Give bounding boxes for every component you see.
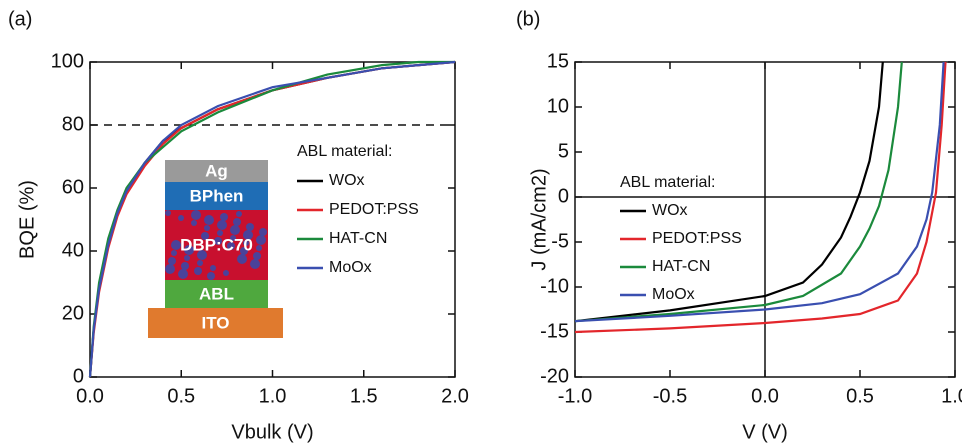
x-tick-label: 0.5: [846, 385, 874, 407]
inset-layer: [165, 182, 268, 210]
legend-label: HAT-CN: [329, 230, 387, 247]
legend-label: HAT-CN: [652, 258, 710, 275]
legend-label: PEDOT:PSS: [329, 201, 419, 218]
legend-label: WOx: [652, 202, 688, 219]
inset-label: BPhen: [190, 186, 244, 205]
inset-texture: [197, 250, 207, 260]
y-tick-label: 15: [547, 50, 569, 72]
y-tick-label: -15: [540, 320, 569, 342]
inset-texture: [214, 237, 222, 245]
inset-texture: [210, 265, 216, 271]
inset-layer: [165, 280, 268, 308]
x-tick-label: 1.0: [259, 385, 287, 407]
inset-texture: [194, 267, 202, 275]
panel-label: (b): [516, 8, 540, 30]
inset-texture: [171, 240, 181, 250]
y-tick-label: -20: [540, 365, 569, 387]
legend-label: MoOx: [652, 286, 695, 303]
x-tick-label: 0.0: [751, 385, 779, 407]
inset-label: ABL: [199, 284, 234, 303]
y-tick-label: -5: [551, 230, 569, 252]
inset-layer: [148, 308, 283, 338]
inset-texture: [243, 240, 249, 246]
inset-texture: [243, 230, 253, 240]
y-tick-label: 5: [558, 140, 569, 162]
y-tick-label: 10: [547, 95, 569, 117]
inset-texture: [236, 211, 242, 217]
legend-title: ABL material:: [620, 174, 715, 191]
inset-texture: [220, 213, 228, 221]
x-tick-label: 1.0: [941, 385, 962, 407]
inset-texture: [217, 230, 223, 236]
y-tick-label: 80: [62, 113, 84, 135]
inset-texture: [207, 272, 215, 280]
inset-texture: [197, 260, 203, 266]
inset-texture: [227, 242, 235, 250]
inset-texture: [204, 215, 214, 225]
y-tick-label: 100: [51, 50, 84, 72]
data-line: [88, 60, 456, 378]
panel-label: (a): [8, 8, 32, 30]
legend-label: MoOx: [329, 259, 372, 276]
inset-texture: [256, 235, 266, 245]
inset-texture: [223, 270, 229, 276]
y-axis-label: J (mA/cm2): [528, 168, 550, 270]
inset-texture: [165, 264, 175, 274]
y-tick-label: 0: [558, 185, 569, 207]
inset-texture: [253, 252, 261, 260]
inset-texture: [230, 235, 236, 241]
inset-label: Ag: [205, 161, 228, 180]
inset-texture: [168, 257, 176, 265]
x-tick-label: -1.0: [558, 385, 592, 407]
y-tick-label: -10: [540, 275, 569, 297]
inset-texture: [259, 228, 267, 236]
inset-texture: [178, 269, 188, 279]
x-tick-label: 0.0: [76, 385, 104, 407]
y-tick-label: 40: [62, 239, 84, 261]
inset-texture: [191, 220, 197, 226]
inset-texture: [217, 220, 227, 230]
inset-texture: [201, 232, 209, 240]
x-axis-label: V (V): [742, 421, 788, 443]
inset-texture: [237, 254, 247, 264]
legend-label: WOx: [329, 172, 365, 189]
inset-texture: [191, 210, 201, 220]
inset-label: ITO: [201, 313, 229, 332]
legend-label: PEDOT:PSS: [652, 230, 742, 247]
inset-texture: [184, 245, 194, 255]
inset-texture: [250, 259, 260, 269]
inset-texture: [246, 223, 254, 231]
inset-texture: [233, 218, 241, 226]
x-tick-label: 1.5: [350, 385, 378, 407]
inset-texture: [184, 255, 190, 261]
x-tick-label: 2.0: [441, 385, 469, 407]
x-tick-label: -0.5: [653, 385, 687, 407]
inset-texture: [256, 245, 262, 251]
inset-texture: [240, 247, 248, 255]
data-line: [574, 61, 947, 334]
inset-layer: [165, 160, 268, 182]
data-line: [574, 61, 884, 323]
inset-texture: [165, 210, 171, 216]
inset-label: DBP:C70: [180, 235, 253, 254]
data-line: [574, 61, 903, 323]
legend-title: ABL material:: [297, 143, 392, 160]
inset-texture: [171, 250, 177, 256]
inset-texture: [204, 225, 210, 231]
data-line: [88, 60, 455, 378]
inset-texture: [178, 215, 184, 221]
y-tick-label: 0: [73, 365, 84, 387]
x-tick-label: 0.5: [167, 385, 195, 407]
y-axis-label: BQE (%): [16, 180, 38, 259]
y-tick-label: 20: [62, 302, 84, 324]
data-line: [574, 61, 945, 323]
x-axis-label: Vbulk (V): [231, 421, 313, 443]
inset-texture: [181, 262, 189, 270]
y-tick-label: 60: [62, 176, 84, 198]
inset-texture: [230, 225, 240, 235]
